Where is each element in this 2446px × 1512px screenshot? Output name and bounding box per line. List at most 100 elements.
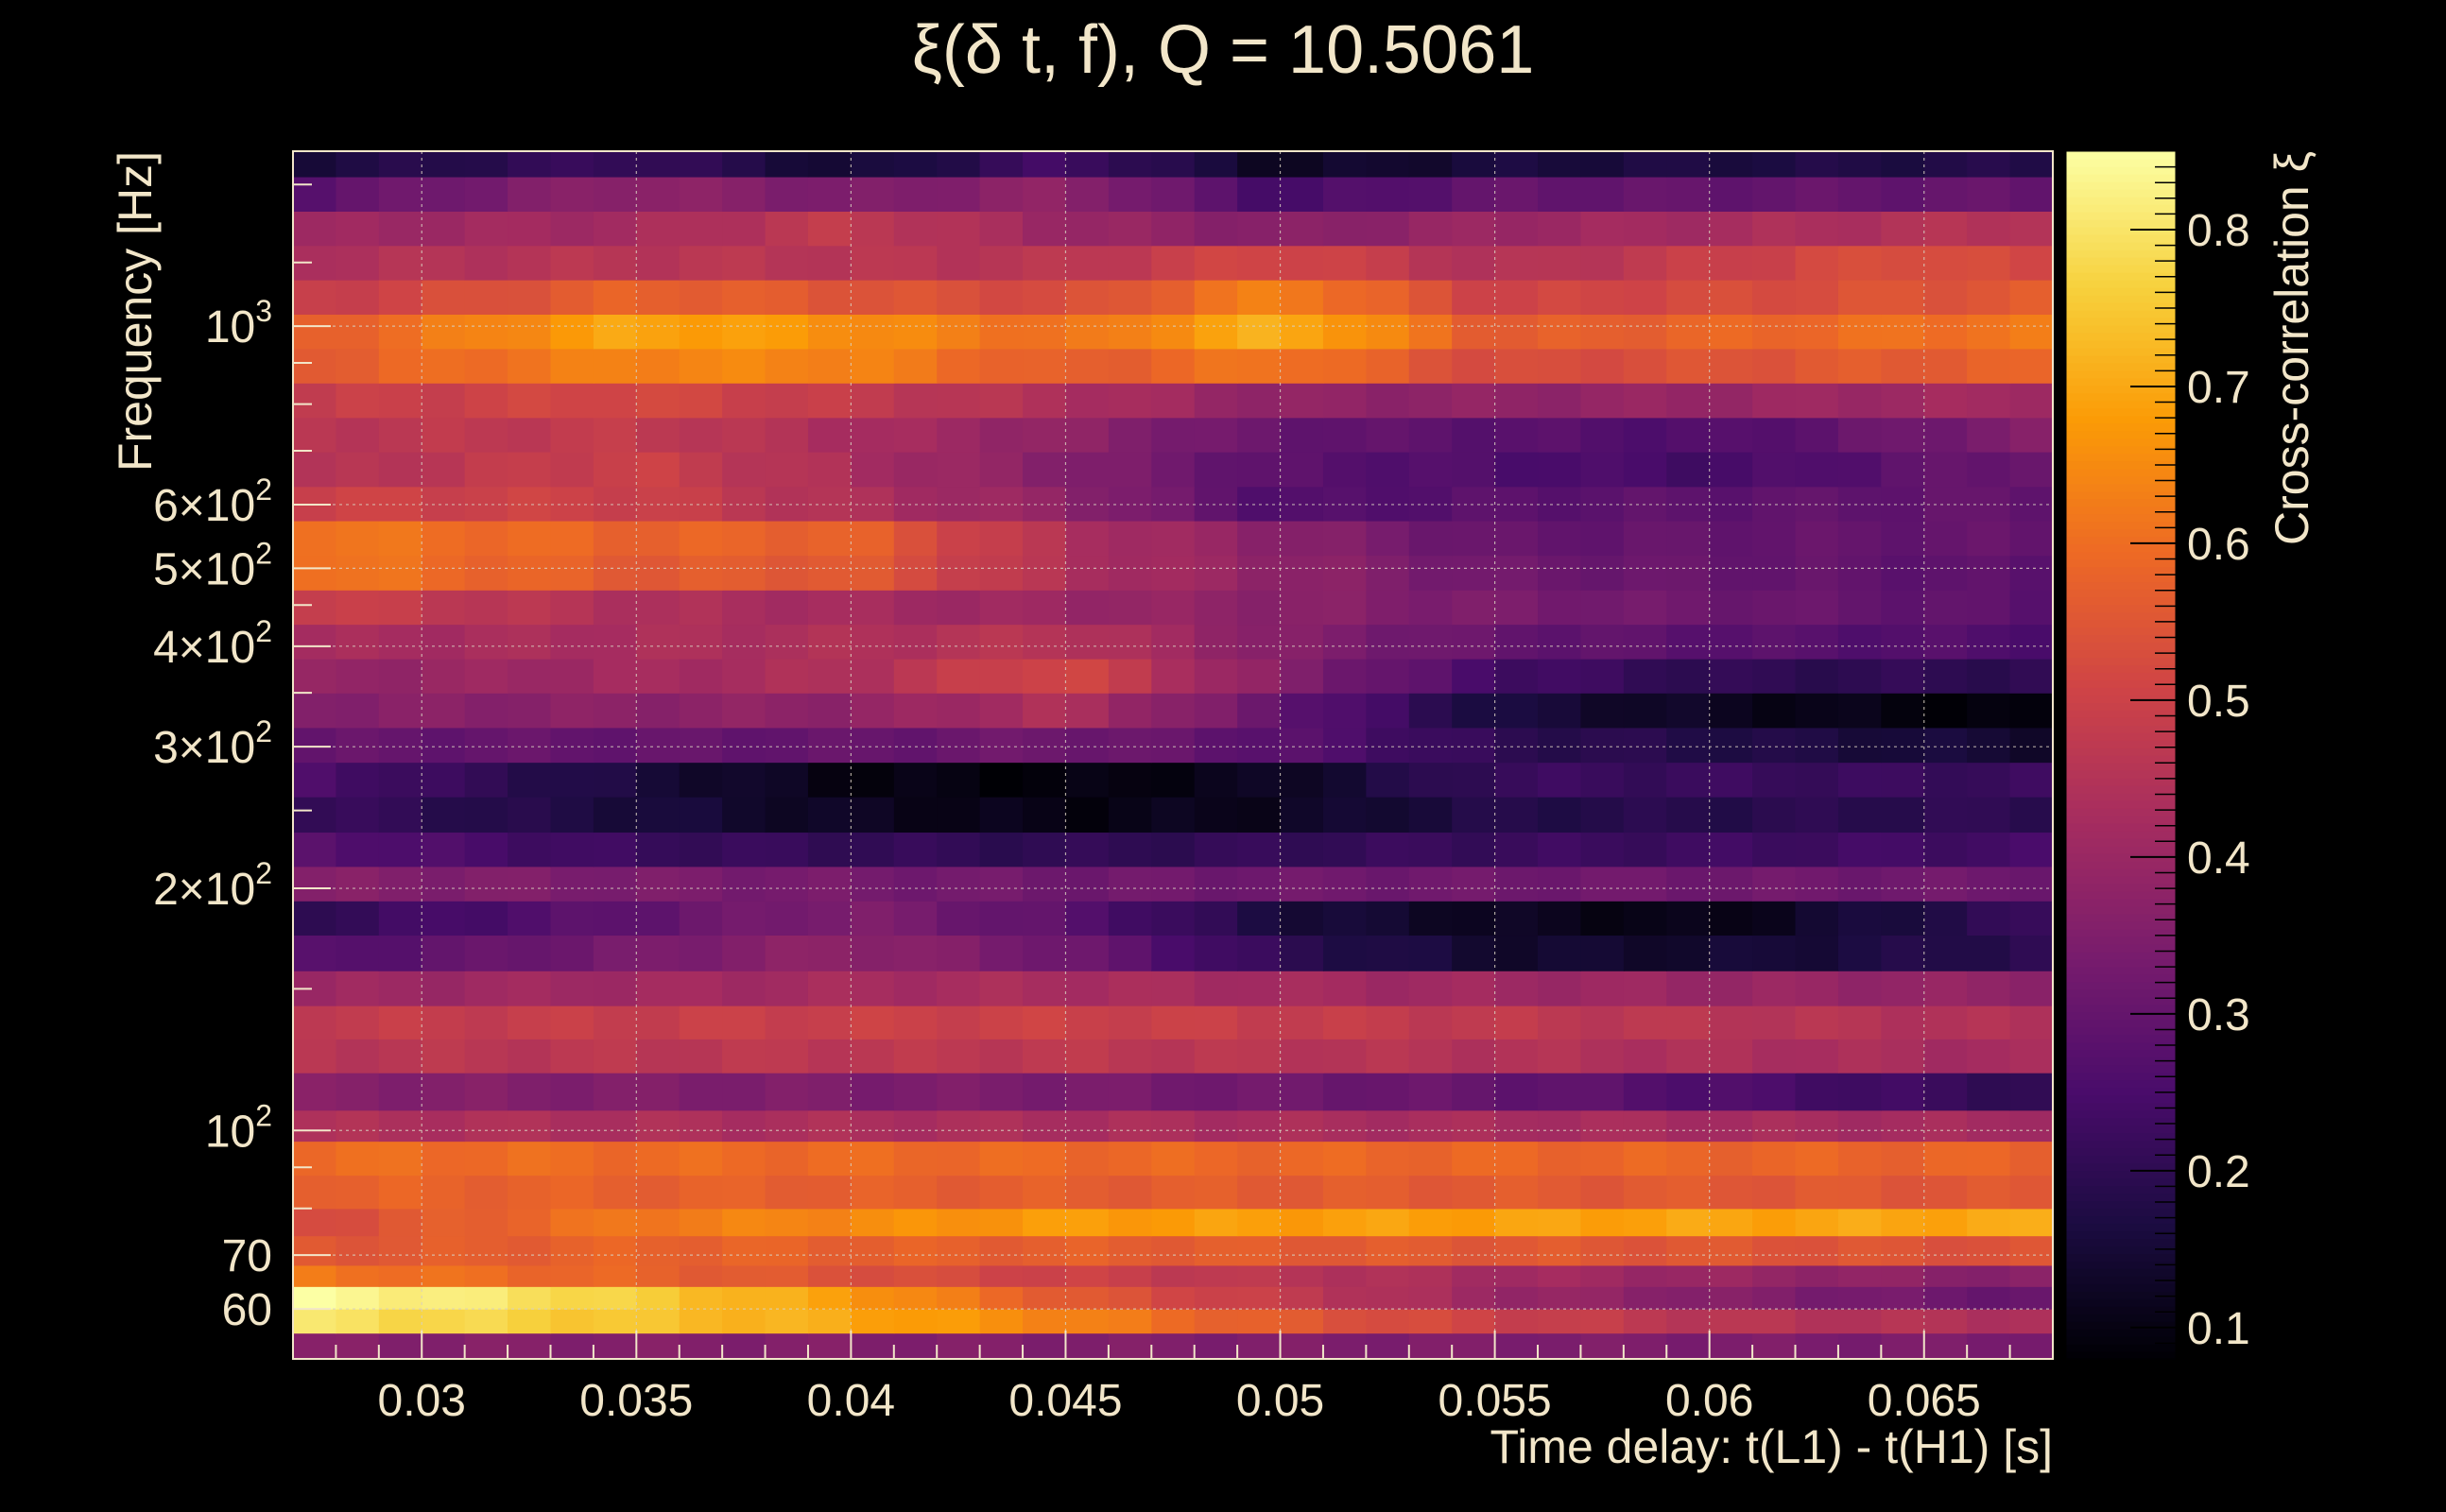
heatmap-cell [1709, 935, 1753, 971]
heatmap-cell [636, 1208, 680, 1237]
heatmap-cell [293, 797, 337, 833]
colorbar-segment [2066, 1208, 2176, 1217]
heatmap-cell [1322, 590, 1367, 626]
heatmap-cell [1151, 1039, 1196, 1074]
heatmap-cell [1580, 176, 1625, 212]
heatmap-cell [1108, 901, 1152, 936]
heatmap-cell [1322, 1332, 1367, 1360]
heatmap-cell [1666, 1175, 1711, 1210]
heatmap-cell [378, 727, 422, 764]
heatmap-cell [378, 176, 422, 212]
colorbar-segment [2066, 1026, 2176, 1036]
heatmap-cell [1538, 176, 1582, 212]
heatmap-cell [508, 693, 552, 729]
heatmap-cell [765, 1073, 809, 1111]
heatmap-cell [807, 245, 852, 281]
heatmap-cell [636, 417, 680, 453]
heatmap-cell [979, 727, 1024, 764]
heatmap-cell [1837, 1073, 1882, 1111]
heatmap-cell [1151, 832, 1196, 868]
heatmap-cell [1452, 1141, 1496, 1177]
heatmap-cell [1151, 1109, 1196, 1143]
y-tick-label: 6×102 [153, 472, 272, 531]
y-tick-label: 3×102 [153, 714, 272, 773]
heatmap-cell [1366, 245, 1410, 281]
heatmap-cell [1237, 245, 1282, 281]
heatmap-cell [1666, 1109, 1711, 1143]
heatmap-cell [1538, 1235, 1582, 1266]
y-tick-label-base: 60 [222, 1285, 272, 1335]
heatmap-cell [2009, 727, 2054, 764]
colorbar-ticks: 0.10.20.30.40.50.60.70.8 [2130, 165, 2250, 1354]
heatmap-cell [1752, 693, 1797, 729]
heatmap-cell [979, 901, 1024, 936]
heatmap-cell [1752, 1175, 1797, 1210]
heatmap-cell [378, 314, 422, 350]
y-tick-label-exponent: 3 [255, 294, 272, 328]
heatmap-cell [293, 314, 337, 350]
heatmap-cell [1452, 245, 1496, 281]
heatmap-cell [1795, 1332, 1839, 1360]
heatmap-cell [1967, 383, 2011, 419]
heatmap-cell [1666, 1005, 1711, 1040]
heatmap-cell [979, 658, 1024, 694]
heatmap-cell [593, 417, 637, 453]
heatmap-cell [1752, 176, 1797, 212]
heatmap-cell [550, 1073, 594, 1111]
heatmap-cell [636, 1039, 680, 1074]
heatmap-cell [1752, 452, 1797, 488]
heatmap-cell [1151, 555, 1196, 591]
heatmap-cell [2009, 866, 2054, 902]
heatmap-cell [378, 866, 422, 902]
heatmap-cell [1837, 1264, 1882, 1287]
colorbar-segment [2066, 339, 2176, 349]
heatmap-cell [1795, 1175, 1839, 1210]
heatmap-cell [1194, 486, 1238, 522]
heatmap-cell [807, 417, 852, 453]
heatmap-cell [765, 658, 809, 694]
heatmap-cell [1194, 971, 1238, 1006]
heatmap-cell [1666, 314, 1711, 350]
heatmap-cell [807, 762, 852, 798]
heatmap-cell [1967, 280, 2011, 315]
heatmap-cell [1280, 486, 1324, 522]
heatmap-cell [1108, 797, 1152, 833]
heatmap-cell [1837, 383, 1882, 419]
heatmap-cell [422, 348, 466, 384]
heatmap-cell [1237, 727, 1282, 764]
heatmap-cell [679, 1109, 723, 1143]
heatmap-cell [1280, 866, 1324, 902]
heatmap-cell [378, 280, 422, 315]
heatmap-cell [1452, 1264, 1496, 1287]
heatmap-cell [1322, 797, 1367, 833]
heatmap-cell [979, 971, 1024, 1006]
heatmap-cell [1494, 1039, 1539, 1074]
heatmap-cell [1366, 866, 1410, 902]
heatmap-cell [722, 280, 767, 315]
heatmap-cell [1280, 1005, 1324, 1040]
heatmap-cell [1967, 797, 2011, 833]
heatmap-cell [1580, 1039, 1625, 1074]
heatmap-cell [1752, 520, 1797, 557]
colorbar-segment [2066, 642, 2176, 650]
heatmap-cell [1452, 1286, 1496, 1310]
heatmap-cell [1580, 1286, 1625, 1310]
heatmap-cell [1151, 383, 1196, 419]
heatmap-cell [422, 797, 466, 833]
heatmap-cell [1366, 658, 1410, 694]
heatmap-cell [893, 1005, 938, 1040]
heatmap-cell [1108, 383, 1152, 419]
heatmap-cell [293, 693, 337, 729]
heatmap-cell [893, 151, 938, 178]
heatmap-cell [1881, 935, 1925, 971]
heatmap-cell [1237, 797, 1282, 833]
heatmap-cell [1494, 314, 1539, 350]
heatmap-cell [1623, 1309, 1667, 1334]
heatmap-cell [722, 1175, 767, 1210]
heatmap-cell [937, 935, 981, 971]
heatmap-cell [378, 1039, 422, 1074]
heatmap-cell [1837, 452, 1882, 488]
heatmap-cell [593, 590, 637, 626]
colorbar-segment [2066, 1283, 2176, 1292]
heatmap-cell [1967, 1332, 2011, 1360]
